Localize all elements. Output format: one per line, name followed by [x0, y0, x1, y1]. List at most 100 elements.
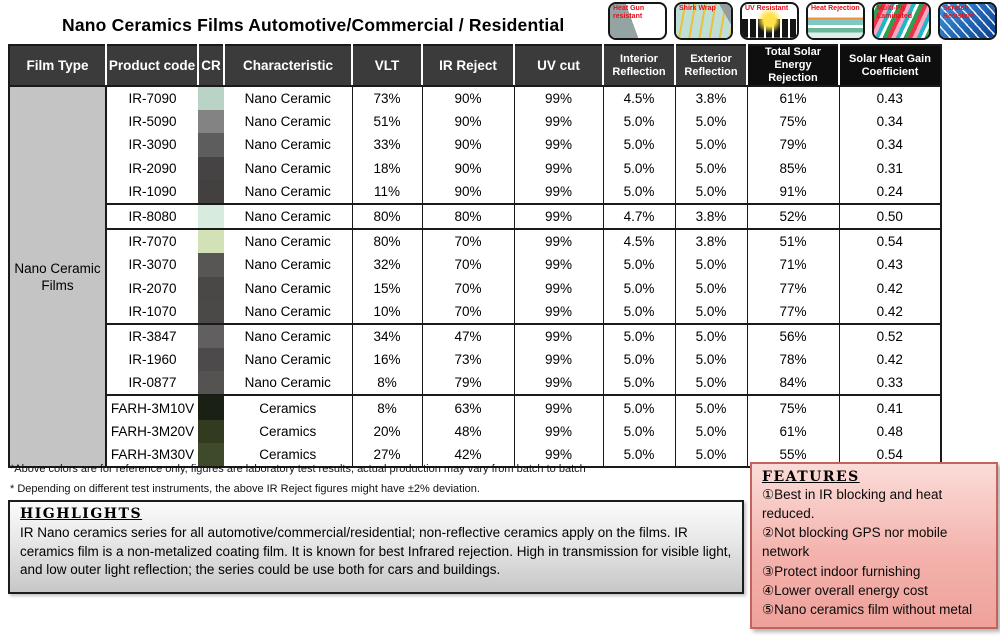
cell-shgc: 0.31: [839, 156, 941, 180]
cell-tser: 56%: [747, 323, 840, 349]
cell-tser: 52%: [747, 203, 840, 231]
cell-tser: 71%: [747, 253, 840, 277]
cell-uv: 99%: [514, 323, 604, 349]
cell-vlt: 20%: [352, 419, 423, 443]
cell-uv: 99%: [514, 203, 604, 231]
table-row: IR-1090 Nano Ceramic 11% 90% 99% 5.0% 5.0% 91% 0…: [9, 179, 941, 205]
cell-cr-color-swatch: [198, 110, 224, 134]
cell-shgc: 0.43: [839, 253, 941, 277]
cell-extref: 3.8%: [675, 229, 748, 254]
cell-code: IR-2090: [106, 156, 198, 180]
cell-code: IR-1070: [106, 299, 198, 325]
cell-tser: 61%: [747, 419, 840, 443]
cell-vlt: 8%: [352, 395, 423, 420]
column-header-extref: Exterior Reflection: [675, 45, 748, 87]
cell-char: Ceramics: [224, 395, 353, 420]
column-header-cr: CR: [198, 45, 225, 87]
cell-uv: 99%: [514, 442, 604, 467]
spec-table: Film Type Product code CR Characteristic VLT…: [8, 44, 942, 468]
cell-shgc: 0.42: [839, 276, 941, 300]
cell-vlt: 32%: [352, 253, 423, 277]
cell-tser: 61%: [747, 86, 840, 111]
cell-cr-color-swatch: [198, 323, 224, 349]
cell-extref: 5.0%: [675, 323, 748, 349]
cell-uv: 99%: [514, 276, 604, 300]
column-header-vlt: VLT: [352, 45, 423, 87]
badge-heat-gun-resistant: Heat Gun resistant: [608, 2, 667, 40]
cell-cr-color-swatch: [198, 203, 224, 231]
cell-code: FARH-3M10V: [106, 395, 198, 420]
column-header-code: Product code: [106, 45, 199, 87]
cell-code: IR-3847: [106, 323, 198, 349]
cell-vlt: 73%: [352, 86, 423, 111]
cell-code: IR-8080: [106, 203, 198, 231]
cell-code: IR-7070: [106, 229, 198, 254]
cell-uv: 99%: [514, 299, 604, 325]
header-row: Film Type Product code CR Characteristic VLT…: [9, 45, 941, 87]
cell-ir: 63%: [422, 395, 515, 420]
table-row: IR-2070 Nano Ceramic 15% 70% 99% 5.0% 5.0% 77% 0…: [9, 276, 941, 300]
cell-extref: 3.8%: [675, 203, 748, 231]
cell-shgc: 0.42: [839, 299, 941, 325]
badge-uv-resistant: UV Resistant: [740, 2, 799, 40]
cell-char: Nano Ceramic: [224, 253, 353, 277]
badge-label: UV Resistant: [745, 5, 789, 12]
cell-code: IR-1090: [106, 179, 198, 205]
table-row: Nano Ceramic Films IR-7090 Nano Ceramic 73% 9…: [9, 86, 941, 467]
table-row: FARH-3M10V Ceramics 8% 63% 99% 5.0% 5.0% 75% 0.4…: [9, 395, 941, 420]
cell-char: Ceramics: [224, 419, 353, 443]
cell-cr-color-swatch: [198, 156, 224, 180]
cell-cr-color-swatch: [198, 299, 224, 325]
cell-ir: 90%: [422, 86, 515, 111]
cell-extref: 5.0%: [675, 110, 748, 134]
badge-label: Multi-Ply Laminated: [877, 5, 913, 20]
features-box: FEATURES ①Best in IR blocking and heat r…: [750, 462, 998, 629]
badge-scratch-resistant: Scratch Resistant: [938, 2, 997, 40]
badge-strip: Heat Gun resistant Shirk Wrap UV Resistant…: [608, 2, 997, 40]
cell-char: Nano Ceramic: [224, 276, 353, 300]
cell-tser: 84%: [747, 371, 840, 397]
features-list: ①Best in IR blocking and heat reduced. ②N…: [762, 485, 988, 619]
cell-cr-color-swatch: [198, 276, 224, 300]
cell-ir: 80%: [422, 203, 515, 231]
cell-extref: 5.0%: [675, 419, 748, 443]
cell-shgc: 0.48: [839, 419, 941, 443]
cell-extref: 5.0%: [675, 156, 748, 180]
cell-cr-color-swatch: [198, 179, 224, 205]
cell-intref: 4.7%: [603, 203, 676, 231]
cell-ir: 90%: [422, 179, 515, 205]
cell-shgc: 0.42: [839, 348, 941, 372]
cell-ir: 73%: [422, 348, 515, 372]
cell-tser: 51%: [747, 229, 840, 254]
cell-char: Nano Ceramic: [224, 110, 353, 134]
table-row: IR-5090 Nano Ceramic 51% 90% 99% 5.0% 5.0% 75% 0…: [9, 110, 941, 134]
cell-char: Nano Ceramic: [224, 179, 353, 205]
column-header-ir: IR Reject: [422, 45, 515, 87]
cell-code: IR-1960: [106, 348, 198, 372]
cell-intref: 5.0%: [603, 371, 676, 397]
cell-char: Nano Ceramic: [224, 133, 353, 157]
badge-shirk-wrap: Shirk Wrap: [674, 2, 733, 40]
table-row: IR-8080 Nano Ceramic 80% 80% 99% 4.7% 3.8% 52% 0…: [9, 203, 941, 231]
cell-tser: 85%: [747, 156, 840, 180]
badge-label: Scratch Resistant: [943, 5, 975, 20]
cell-shgc: 0.41: [839, 395, 941, 420]
cell-intref: 5.0%: [603, 323, 676, 349]
cell-ir: 70%: [422, 276, 515, 300]
column-header-uv: UV cut: [514, 45, 604, 87]
cell-intref: 5.0%: [603, 276, 676, 300]
cell-ir: 79%: [422, 371, 515, 397]
cell-tser: 75%: [747, 395, 840, 420]
footnote-colors: *Above colors are for reference only, fi…: [10, 463, 586, 475]
cell-cr-color-swatch: [198, 371, 224, 397]
cell-ir: 47%: [422, 323, 515, 349]
cell-char: Nano Ceramic: [224, 86, 353, 111]
cell-tser: 91%: [747, 179, 840, 205]
cell-code: FARH-3M20V: [106, 419, 198, 443]
cell-tser: 77%: [747, 276, 840, 300]
cell-uv: 99%: [514, 179, 604, 205]
cell-tser: 77%: [747, 299, 840, 325]
page-title: Nano Ceramics Films Automotive/Commercia…: [62, 15, 565, 35]
cell-extref: 5.0%: [675, 133, 748, 157]
column-header-char: Characteristic: [224, 45, 353, 87]
